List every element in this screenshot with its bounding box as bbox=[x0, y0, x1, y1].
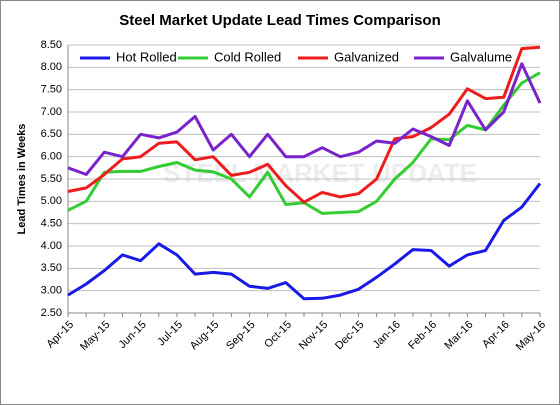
legend-label: Hot Rolled bbox=[116, 49, 177, 64]
y-axis-label: Lead Times in Weeks bbox=[16, 124, 28, 235]
y-tick-label: 5.50 bbox=[41, 173, 62, 185]
y-tick-label: 5.00 bbox=[41, 195, 62, 207]
y-tick-label: 7.50 bbox=[41, 84, 62, 96]
series-line bbox=[67, 45, 541, 204]
legend-label: Galvalume bbox=[450, 49, 512, 64]
y-tick-label: 7.00 bbox=[41, 106, 62, 118]
y-tick-label: 3.50 bbox=[41, 262, 62, 274]
y-tick-label: 8.00 bbox=[41, 61, 62, 73]
y-tick-label: 3.00 bbox=[41, 285, 62, 297]
y-tick-label: 4.00 bbox=[41, 240, 62, 252]
y-tick-label: 6.00 bbox=[41, 151, 62, 163]
series-line bbox=[67, 62, 542, 176]
series-line bbox=[67, 182, 542, 301]
y-tick-label: 4.50 bbox=[41, 218, 62, 230]
y-tick-label: 6.50 bbox=[41, 128, 62, 140]
y-tick-label: 2.50 bbox=[41, 307, 62, 319]
y-tick-label: 8.50 bbox=[41, 39, 62, 51]
chart-title: Steel Market Update Lead Times Compariso… bbox=[119, 12, 440, 29]
legend-label: Galvanized bbox=[334, 49, 399, 64]
legend-label: Cold Rolled bbox=[214, 49, 281, 64]
